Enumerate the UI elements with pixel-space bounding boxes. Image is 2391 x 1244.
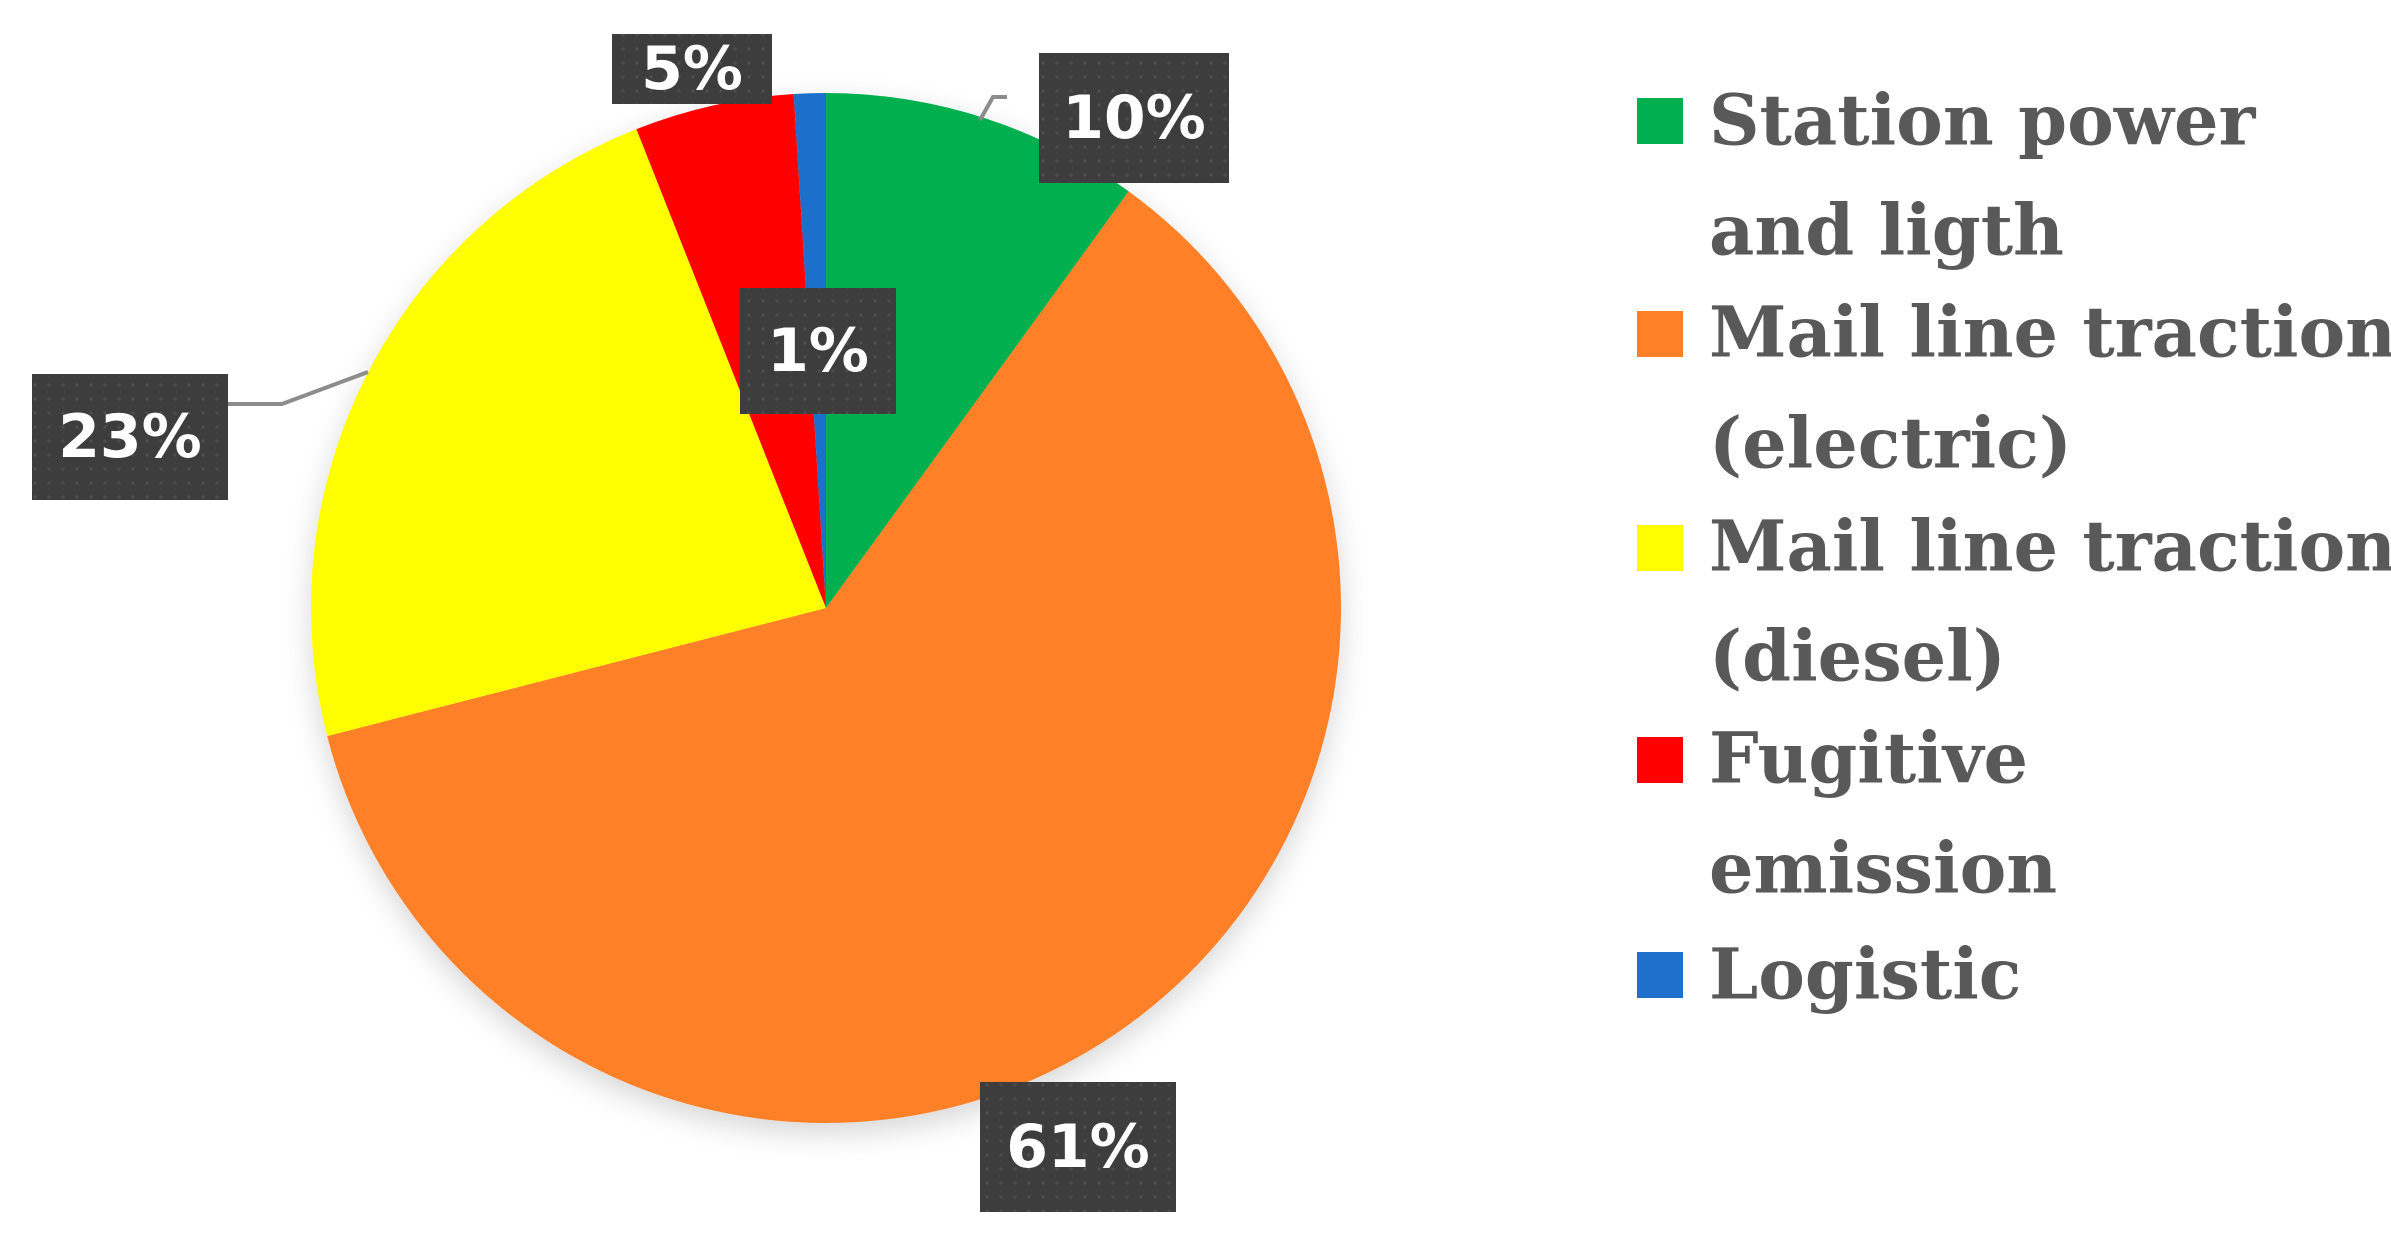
pie-slice-mail-line-traction-diesel <box>311 129 826 737</box>
pie-slices <box>311 93 1342 1124</box>
data-label-mail-line-traction-electric: 61% <box>1006 1112 1150 1182</box>
legend-swatch-fugitive-emission <box>1637 737 1683 783</box>
legend-swatch-logistic <box>1637 952 1683 998</box>
pie-slice-station-power-and-ligth <box>826 93 1129 608</box>
data-label-station-power-and-ligth: 10% <box>1062 83 1206 153</box>
legend-label-logistic: Logistic <box>1709 933 2021 1016</box>
legend: Station power and ligth Mail line traction… <box>1637 79 2391 1016</box>
pie-slice-mail-line-traction-electric <box>327 191 1342 1124</box>
leader-lines <box>228 95 1007 406</box>
data-label-mail-line-traction-diesel: 23% <box>58 402 202 472</box>
leader-line-station-power-and-ligth <box>978 95 1007 121</box>
legend-swatch-station-power-and-ligth <box>1637 98 1683 144</box>
legend-label-mail-line-traction-diesel: Mail line traction <box>1709 505 2391 588</box>
legend-label-mail-line-traction-electric: Mail line traction <box>1709 291 2391 374</box>
data-label-box-fugitive-emission <box>612 34 772 104</box>
legend-label-fugitive-emission: Fugitive <box>1709 717 2028 800</box>
pie-slice-fugitive-emission <box>636 94 826 608</box>
legend-label-mail-line-traction-electric: (electric) <box>1709 402 2072 485</box>
legend-swatch-mail-line-traction-diesel <box>1637 525 1683 571</box>
data-label-box-logistic <box>740 288 896 414</box>
data-label-box-mail-line-traction-diesel <box>32 374 228 500</box>
legend-label-station-power-and-ligth: and ligth <box>1709 189 2064 272</box>
legend-label-fugitive-emission: emission <box>1709 827 2057 910</box>
legend-label-mail-line-traction-diesel: (diesel) <box>1709 615 2006 698</box>
data-label-logistic: 1% <box>767 316 869 386</box>
data-labels: 10% 61% 23% 5% 1% <box>32 34 1229 1212</box>
legend-label-station-power-and-ligth: Station power <box>1709 79 2257 162</box>
data-label-box-station-power-and-ligth <box>1039 53 1229 183</box>
leader-line-mail-line-traction-diesel <box>228 370 369 406</box>
data-label-fugitive-emission: 5% <box>641 34 743 104</box>
data-label-box-mail-line-traction-electric <box>980 1082 1176 1212</box>
legend-swatch-mail-line-traction-electric <box>1637 311 1683 357</box>
